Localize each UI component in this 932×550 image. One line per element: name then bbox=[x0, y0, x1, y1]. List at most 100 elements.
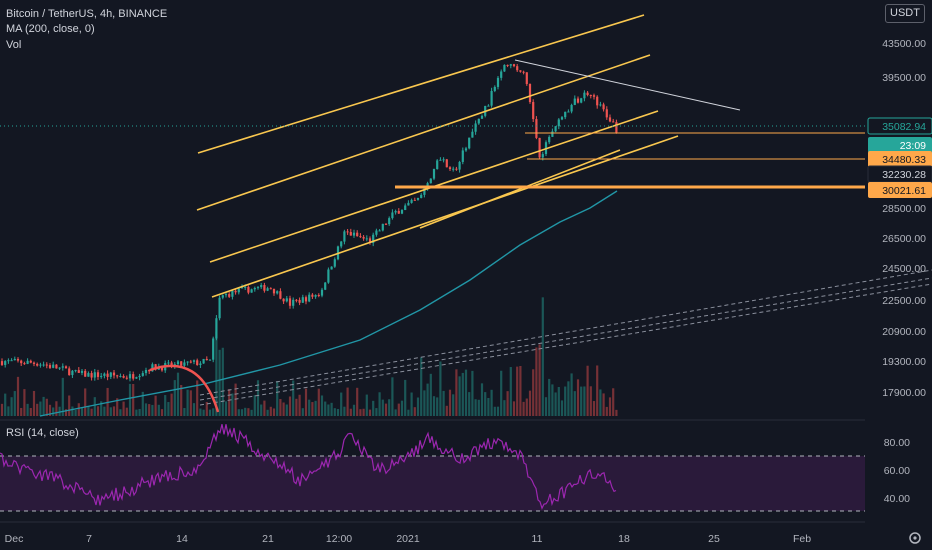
volume-bar bbox=[573, 391, 576, 416]
channel-line bbox=[197, 14, 645, 154]
volume-bar bbox=[452, 394, 455, 416]
candle-body bbox=[496, 77, 500, 87]
candle-body bbox=[343, 231, 346, 242]
volume-bar bbox=[439, 361, 442, 416]
volume-bar bbox=[48, 404, 52, 416]
volume-bar bbox=[138, 408, 141, 416]
candle-body bbox=[39, 364, 42, 366]
candle-body bbox=[592, 95, 596, 97]
volume-bar bbox=[237, 409, 240, 416]
volume-bar bbox=[388, 399, 391, 416]
candle-body bbox=[55, 364, 58, 369]
currency-button[interactable]: USDT bbox=[885, 4, 925, 23]
candle-body bbox=[80, 370, 84, 373]
candle-body bbox=[160, 367, 164, 371]
settings-gear-icon[interactable] bbox=[909, 532, 921, 544]
volume-bar bbox=[602, 393, 605, 416]
price-label-box[interactable] bbox=[868, 182, 932, 198]
candle-body bbox=[605, 109, 608, 118]
volume-bar bbox=[64, 409, 68, 416]
volume-bar bbox=[234, 383, 237, 416]
time-tick-label: Feb bbox=[793, 533, 811, 545]
volume-bar bbox=[336, 409, 340, 416]
volume-bar bbox=[42, 396, 45, 416]
price-label-text[interactable]: 32230.28 bbox=[882, 169, 926, 181]
candle-body bbox=[109, 372, 112, 377]
volume-bar bbox=[125, 407, 128, 416]
candle-body bbox=[359, 236, 362, 238]
candle-body bbox=[548, 136, 551, 143]
volume-bar bbox=[448, 389, 452, 416]
volume-bar bbox=[343, 406, 346, 416]
candle-body bbox=[205, 358, 208, 361]
candle-body bbox=[551, 131, 554, 137]
volume-bar bbox=[592, 401, 596, 416]
volume-bar bbox=[432, 396, 436, 416]
candle-body bbox=[458, 161, 461, 170]
volume-bar bbox=[458, 376, 461, 416]
candle-body bbox=[13, 358, 16, 361]
candle-body bbox=[29, 360, 32, 363]
candle-body bbox=[32, 362, 36, 364]
candle-body bbox=[468, 137, 471, 149]
volume-bar bbox=[36, 403, 39, 416]
rsi-tick-label: 80.00 bbox=[884, 437, 910, 449]
candle-body bbox=[356, 232, 359, 237]
volume-bar bbox=[400, 400, 404, 416]
time-tick-label: Dec bbox=[5, 533, 24, 545]
candle-body bbox=[372, 234, 375, 244]
volume-bar bbox=[250, 409, 253, 416]
symbol-title[interactable]: Bitcoin / TetherUS, 4h, BINANCE bbox=[6, 8, 168, 20]
volume-bar bbox=[532, 369, 535, 416]
ma-indicator-label[interactable]: MA (200, close, 0) bbox=[6, 23, 95, 35]
candle-body bbox=[362, 236, 365, 239]
price-label-text[interactable]: 30021.61 bbox=[882, 185, 926, 197]
volume-bar bbox=[45, 398, 48, 416]
volume-bar bbox=[68, 395, 71, 416]
volume-bar bbox=[599, 389, 602, 416]
candle-body bbox=[327, 269, 330, 283]
candle-body bbox=[74, 370, 77, 372]
candle-body bbox=[256, 287, 260, 289]
candle-body bbox=[250, 289, 253, 293]
price-tick-label: 43500.00 bbox=[882, 38, 926, 50]
volume-bar bbox=[551, 384, 554, 416]
volume-bar bbox=[55, 401, 58, 416]
candle-body bbox=[560, 117, 564, 120]
candle-body bbox=[212, 338, 215, 360]
candle-body bbox=[199, 363, 202, 366]
candle-body bbox=[378, 230, 381, 232]
candle-body bbox=[151, 364, 154, 372]
price-label-box[interactable] bbox=[867, 117, 932, 135]
price-label-text[interactable]: 23:09 bbox=[900, 140, 926, 152]
volume-bar bbox=[509, 367, 512, 416]
candle-body bbox=[474, 123, 477, 132]
price-label-text[interactable]: 35082.94 bbox=[882, 121, 926, 133]
volume-bar bbox=[122, 401, 125, 416]
price-label-box[interactable] bbox=[868, 151, 932, 167]
candle-body bbox=[135, 377, 138, 379]
candle-body bbox=[128, 374, 132, 379]
vol-indicator-label[interactable]: Vol bbox=[6, 39, 22, 51]
volume-bar bbox=[298, 394, 301, 416]
candle-body bbox=[148, 369, 151, 372]
volume-bar bbox=[196, 380, 199, 416]
price-label-text[interactable]: 34480.33 bbox=[882, 154, 926, 166]
volume-bar bbox=[186, 389, 189, 416]
volume-bar bbox=[61, 377, 64, 416]
volume-bar bbox=[535, 347, 538, 416]
candle-body bbox=[324, 282, 327, 290]
volume-bar bbox=[100, 401, 103, 416]
rsi-line bbox=[0, 424, 617, 510]
candle-body bbox=[580, 98, 583, 103]
candle-body bbox=[538, 137, 541, 158]
candle-body bbox=[375, 230, 378, 235]
rsi-indicator-label[interactable]: RSI (14, close) bbox=[6, 427, 79, 439]
price-tick-label: 19300.00 bbox=[882, 356, 926, 368]
volume-bar bbox=[605, 406, 608, 416]
price-label-box[interactable] bbox=[868, 137, 932, 153]
volume-bar bbox=[215, 331, 218, 416]
candle-body bbox=[522, 71, 525, 73]
